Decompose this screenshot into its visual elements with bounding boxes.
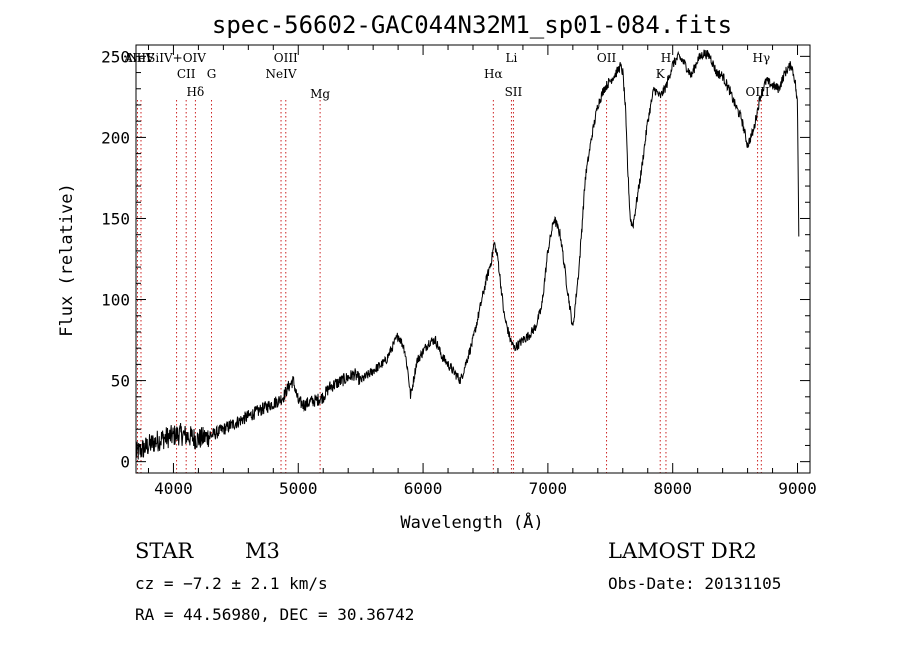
line-marker-label: SiIV+OIV xyxy=(147,51,206,65)
y-axis-label: Flux (relative) xyxy=(57,183,77,337)
line-marker-label: Mg xyxy=(310,87,330,101)
axis-ticks: 4000 5000 6000 7000 8000 9000 0 50 100 150 200 250 xyxy=(101,45,817,498)
x-tick-label: 9000 xyxy=(778,479,817,498)
x-tick-label: 6000 xyxy=(404,479,443,498)
y-tick-label: 200 xyxy=(101,128,130,147)
line-marker-label: Li xyxy=(506,51,518,65)
y-tick-label: 150 xyxy=(101,209,130,228)
line-marker-label: OII xyxy=(597,51,617,65)
survey-name: LAMOST DR2 xyxy=(608,539,757,563)
x-tick-label: 4000 xyxy=(154,479,193,498)
object-class: STAR xyxy=(135,539,194,563)
x-tick-label: 7000 xyxy=(529,479,568,498)
line-marker-label: K xyxy=(656,67,666,81)
object-subclass: M3 xyxy=(245,539,280,563)
line-marker-label: AlIII xyxy=(123,51,151,65)
y-tick-label: 0 xyxy=(120,453,130,472)
y-tick-label: 250 xyxy=(101,47,130,66)
line-marker-label: NeIV xyxy=(266,67,297,81)
x-tick-label: 5000 xyxy=(279,479,318,498)
observation-date: Obs-Date: 20131105 xyxy=(608,574,781,593)
spectrum-series-line xyxy=(135,49,800,460)
line-marker-label: Hγ xyxy=(753,51,771,65)
line-marker-label: SII xyxy=(505,85,523,99)
x-tick-label: 8000 xyxy=(653,479,692,498)
line-marker-label: OIII xyxy=(274,51,298,65)
line-marker-label: G xyxy=(207,67,217,81)
line-marker-label: H xyxy=(661,51,671,65)
x-axis-label: Wavelength (Å) xyxy=(400,511,543,533)
redshift-cz: cz = −7.2 ± 2.1 km/s xyxy=(135,574,328,593)
line-marker-label: CII xyxy=(177,67,196,81)
line-marker-label: Hα xyxy=(484,67,503,81)
line-marker-label: OIII xyxy=(746,85,770,99)
line-marker-label: Hδ xyxy=(187,85,205,99)
plot-frame xyxy=(135,44,811,474)
chart-title: spec-56602-GAC044N32M1_sp01-084.fits xyxy=(212,11,732,39)
y-tick-label: 100 xyxy=(101,291,130,310)
sky-coordinates: RA = 44.56980, DEC = 30.36742 xyxy=(135,605,414,624)
y-tick-label: 50 xyxy=(111,372,130,391)
line-marker-label: NeV xyxy=(128,51,155,65)
